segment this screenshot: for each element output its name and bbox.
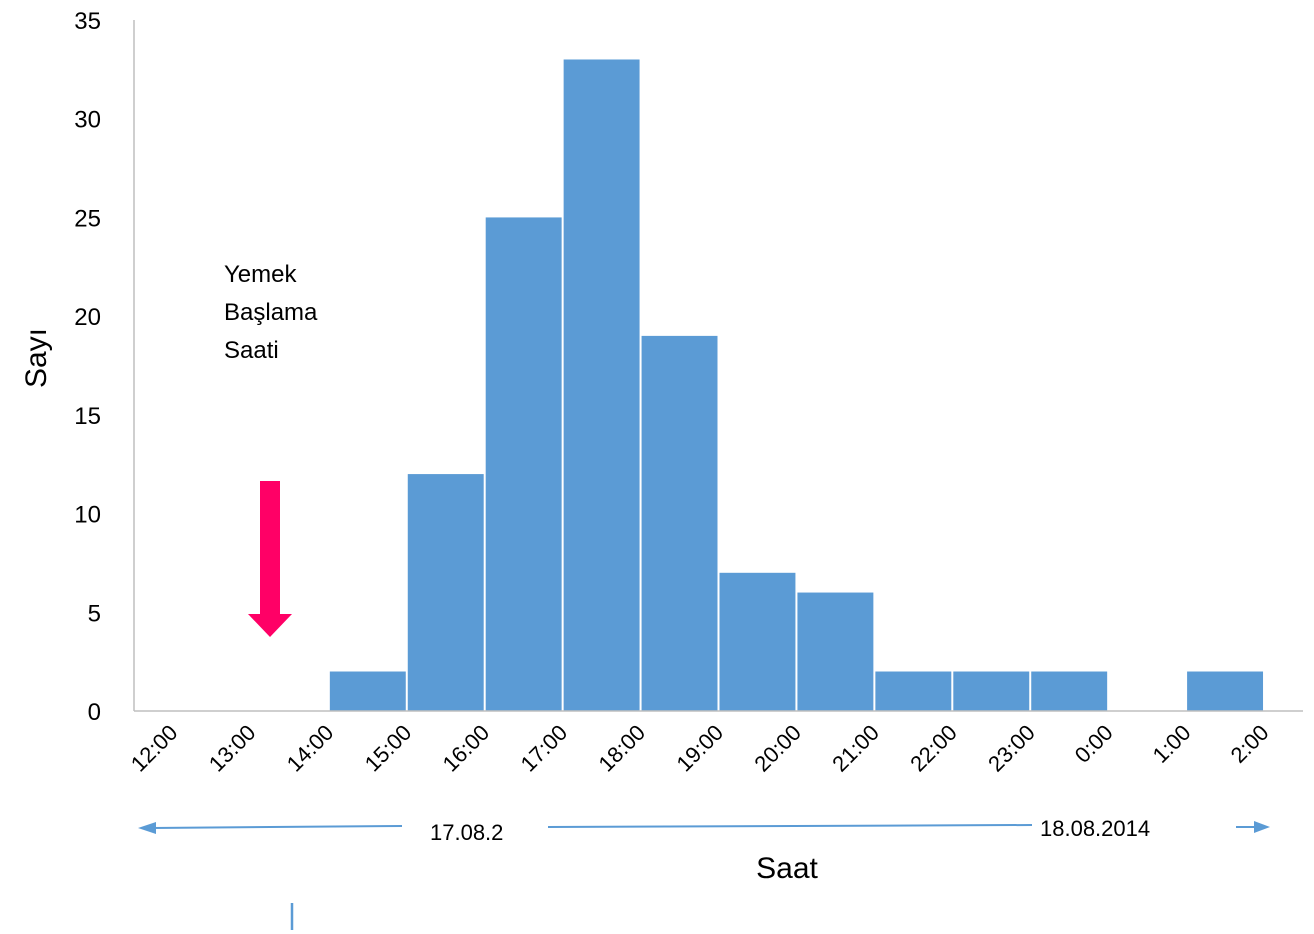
y-tick-labels: 0 5 10 15 20 25 30 35: [74, 8, 101, 726]
x-tick-label: 0:00: [1070, 720, 1118, 768]
x-tick-label: 17:00: [516, 720, 573, 777]
date-arrow-left-head: [138, 822, 156, 834]
x-tick-label: 13:00: [204, 720, 261, 777]
bar: [485, 217, 562, 711]
x-tick-label: 23:00: [983, 720, 1040, 777]
y-axis-title: Sayı: [20, 328, 53, 388]
bar: [1031, 671, 1108, 711]
x-tick-label: 16:00: [438, 720, 495, 777]
bar: [875, 671, 952, 711]
date-range-indicator: 17.08.2 18.08.2014: [138, 816, 1270, 845]
annotation-line-3: Saati: [224, 337, 279, 364]
x-tick-labels: 12:00 13:00 14:00 15:00 16:00 17:00 18:00 19:00…: [126, 720, 1274, 777]
x-tick-label: 21:00: [827, 720, 884, 777]
annotation-line-1: Yemek: [224, 261, 297, 288]
date-label-end: 18.08.2014: [1040, 816, 1150, 841]
x-tick-label: 15:00: [360, 720, 417, 777]
x-axis-title: Saat: [756, 852, 818, 885]
date-label-start: 17.08.2: [430, 820, 503, 845]
bar: [953, 671, 1030, 711]
x-tick-label: 22:00: [905, 720, 962, 777]
bar: [329, 671, 406, 711]
x-tick-label: 1:00: [1148, 720, 1196, 768]
date-arrow-left-line: [151, 825, 403, 829]
y-tick-label: 35: [74, 8, 101, 35]
date-arrow-right-head: [1254, 821, 1270, 833]
y-tick-label: 30: [74, 107, 101, 134]
bar: [563, 59, 640, 711]
x-tick-label: 2:00: [1226, 720, 1274, 768]
y-tick-label: 5: [88, 600, 101, 627]
x-tick-label: 20:00: [749, 720, 806, 777]
y-tick-label: 0: [88, 699, 101, 726]
meal-start-arrow: [248, 481, 292, 637]
bar: [407, 474, 484, 711]
y-tick-label: 20: [74, 304, 101, 331]
bar: [719, 572, 796, 711]
meal-start-annotation: Yemek Başlama Saati: [224, 261, 324, 364]
bars-group: [329, 59, 1264, 711]
y-tick-label: 25: [74, 205, 101, 232]
bar: [641, 335, 718, 711]
bar: [1187, 671, 1264, 711]
meal-arrow-shaft: [260, 481, 280, 616]
y-tick-label: 15: [74, 403, 101, 430]
annotation-line-2: Başlama: [224, 299, 318, 326]
x-tick-label: 14:00: [282, 720, 339, 777]
date-arrow-middle-line: [547, 824, 1033, 828]
meal-arrow-head: [248, 614, 292, 637]
x-tick-label: 18:00: [593, 720, 650, 777]
y-tick-label: 10: [74, 502, 101, 529]
x-tick-label: 19:00: [671, 720, 728, 777]
x-tick-label: 12:00: [126, 720, 183, 777]
bar: [797, 592, 874, 711]
